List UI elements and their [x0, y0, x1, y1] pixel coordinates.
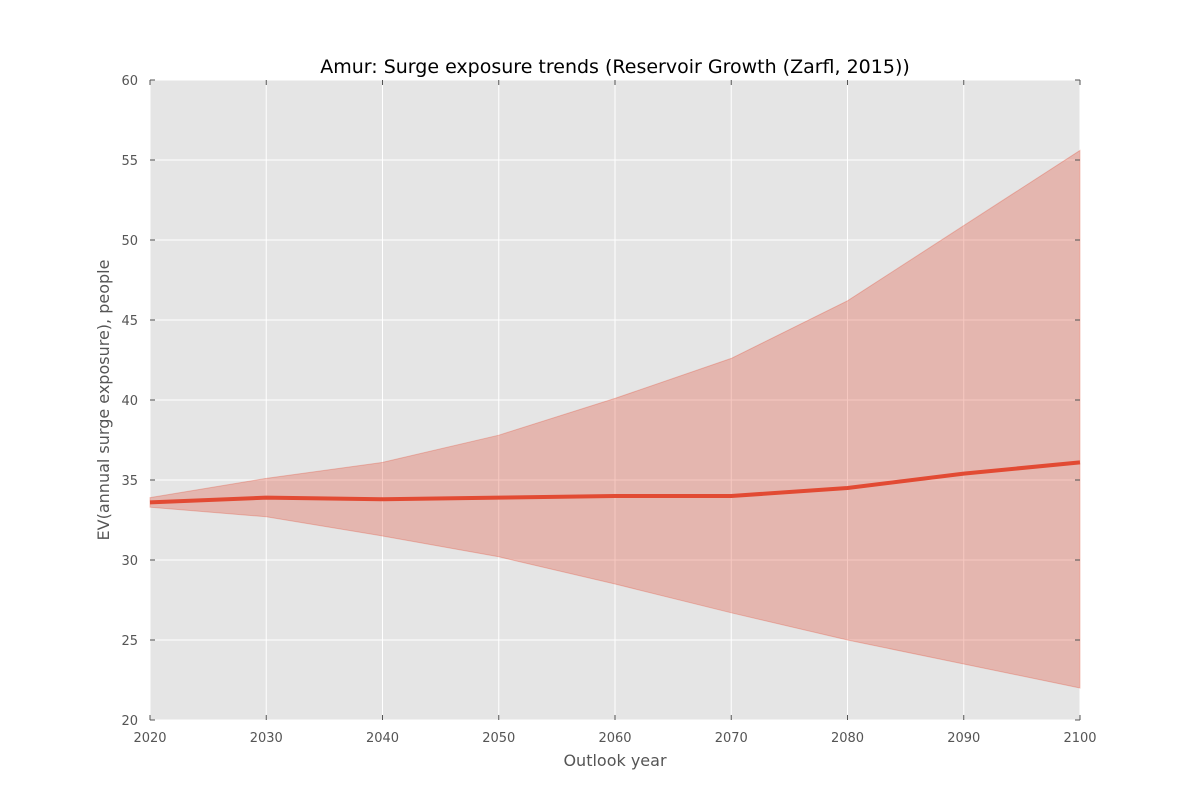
x-axis-title: Outlook year	[563, 751, 667, 770]
x-tick-label: 2090	[947, 731, 980, 746]
x-tick-label: 2080	[831, 731, 864, 746]
x-tick-label: 2030	[250, 731, 283, 746]
y-tick-label: 45	[121, 314, 138, 329]
chart-title: Amur: Surge exposure trends (Reservoir G…	[320, 56, 910, 78]
y-tick-label: 50	[121, 234, 138, 249]
y-tick-label: 60	[121, 74, 138, 89]
y-tick-label: 55	[121, 154, 138, 169]
x-tick-label: 2100	[1063, 731, 1096, 746]
y-axis-title: EV(annual surge exposure), people	[94, 260, 113, 541]
y-tick-label: 35	[121, 474, 138, 489]
x-tick-label: 2060	[598, 731, 631, 746]
x-tick-label: 2040	[366, 731, 399, 746]
y-tick-label: 40	[121, 394, 138, 409]
x-tick-label: 2020	[133, 731, 166, 746]
y-tick-label: 30	[121, 554, 138, 569]
y-tick-label: 20	[121, 714, 138, 729]
x-tick-label: 2050	[482, 731, 515, 746]
y-tick-label: 25	[121, 634, 138, 649]
x-tick-label: 2070	[715, 731, 748, 746]
